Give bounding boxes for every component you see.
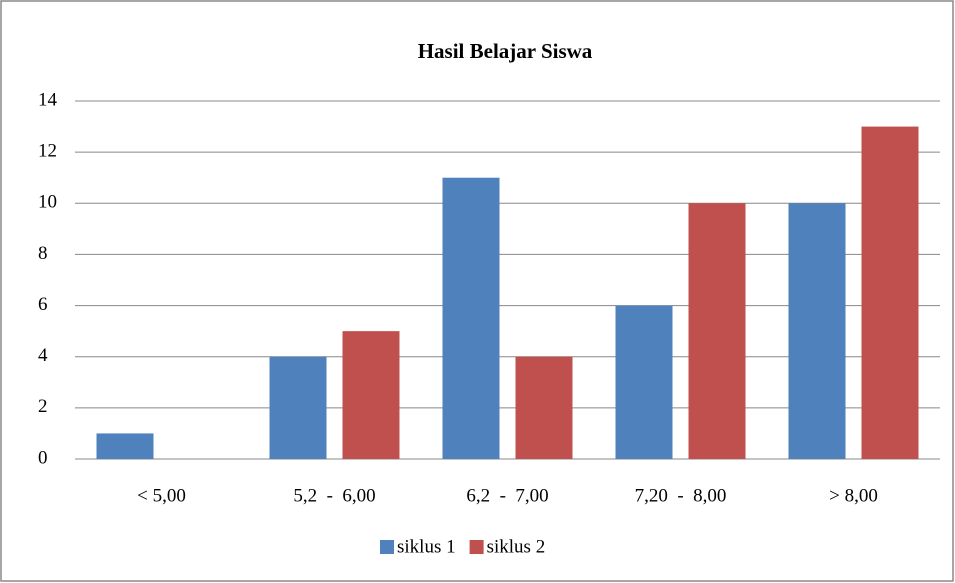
chart-title: Hasil Belajar Siswa	[418, 39, 593, 63]
bar	[688, 203, 746, 459]
y-tick-label: 10	[38, 192, 57, 213]
y-tick-label: 14	[38, 89, 58, 110]
y-tick-label: 6	[38, 294, 48, 315]
y-tick-label: 4	[38, 345, 48, 366]
bar	[442, 177, 500, 459]
y-tick-label: 2	[38, 396, 48, 417]
x-tick-label: 6,2 - 7,00	[466, 485, 548, 506]
y-tick-label: 8	[38, 243, 48, 264]
legend-swatch	[469, 540, 484, 554]
y-tick-label: 0	[38, 447, 48, 468]
bar	[269, 356, 327, 459]
bar	[515, 356, 573, 459]
x-tick-label: > 8,00	[829, 485, 878, 506]
bar	[96, 433, 154, 459]
legend-label: siklus 1	[397, 536, 456, 557]
x-tick-label: 7,20 - 8,00	[635, 485, 727, 506]
x-tick-label: < 5,00	[137, 485, 186, 506]
bar	[615, 305, 673, 459]
legend-label: siklus 2	[487, 536, 546, 557]
legend-swatch	[380, 540, 394, 554]
x-tick-label: 5,2 - 6,00	[293, 485, 375, 506]
y-tick-label: 12	[38, 141, 57, 162]
bar	[788, 203, 846, 459]
bar	[861, 126, 919, 460]
bar	[342, 331, 400, 459]
